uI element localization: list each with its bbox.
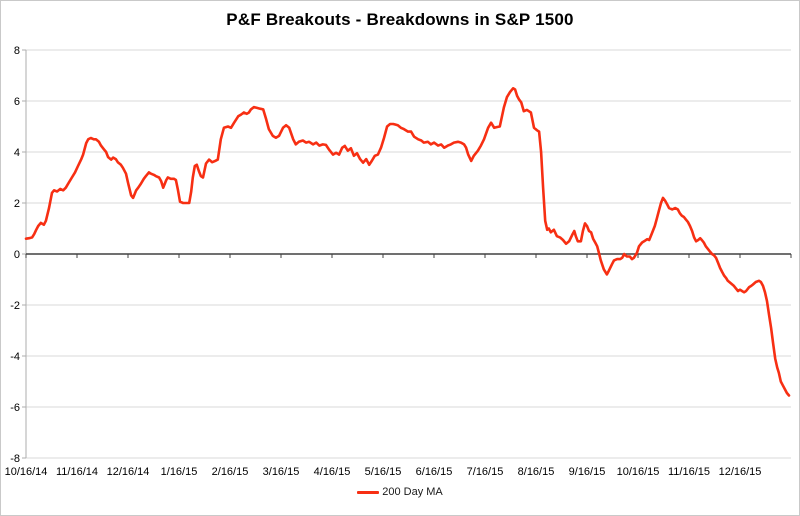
x-tick-label: 2/16/15 bbox=[212, 466, 249, 478]
x-tick-label: 3/16/15 bbox=[263, 466, 300, 478]
y-tick-label: 6 bbox=[14, 96, 20, 108]
y-tick-label: -2 bbox=[10, 300, 20, 312]
y-tick-label: -4 bbox=[10, 351, 20, 363]
x-tick-label: 5/16/15 bbox=[365, 466, 402, 478]
chart-title: P&F Breakouts - Breakdowns in S&P 1500 bbox=[226, 10, 574, 29]
legend-line-swatch bbox=[357, 490, 380, 494]
x-tick-label: 12/16/15 bbox=[719, 466, 762, 478]
legend-label: 200 Day MA bbox=[382, 486, 443, 498]
x-tick-label: 9/16/15 bbox=[569, 466, 606, 478]
x-tick-label: 10/16/15 bbox=[617, 466, 660, 478]
x-tick-label: 11/16/14 bbox=[56, 466, 98, 478]
x-tick-label: 6/16/15 bbox=[416, 466, 453, 478]
x-tick-label: 8/16/15 bbox=[518, 466, 555, 478]
x-tick-label: 7/16/15 bbox=[467, 466, 504, 478]
legend: 200 Day MA bbox=[1, 484, 799, 500]
x-tick-label: 12/16/14 bbox=[107, 466, 150, 478]
x-tick-label: 10/16/14 bbox=[5, 466, 48, 478]
y-tick-label: 2 bbox=[14, 198, 20, 210]
y-tick-label: -6 bbox=[10, 402, 20, 414]
series-line-200-day-ma bbox=[24, 87, 791, 397]
y-tick-label: -8 bbox=[10, 453, 20, 465]
x-tick-label: 11/16/15 bbox=[668, 466, 710, 478]
x-tick-label: 4/16/15 bbox=[314, 466, 351, 478]
x-tick-label: 1/16/15 bbox=[161, 466, 198, 478]
y-tick-label: 4 bbox=[14, 147, 20, 159]
y-tick-label: 0 bbox=[14, 249, 20, 261]
y-tick-label: 8 bbox=[14, 45, 20, 57]
